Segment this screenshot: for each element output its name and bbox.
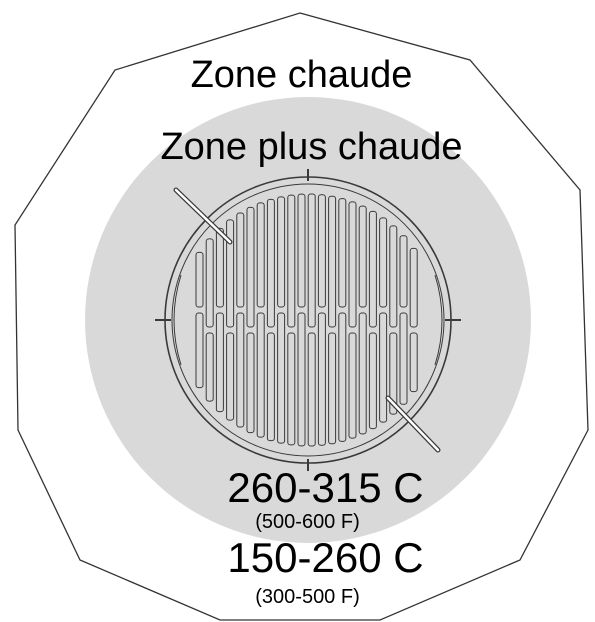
warm-zone-temp-fahrenheit: (300-500 F): [255, 586, 360, 608]
hot-zone-temp-celsius: 260-315 C: [227, 464, 424, 511]
hot-zone-temp-fahrenheit: (500-600 F): [255, 511, 360, 533]
grate-handle-icon: [173, 187, 441, 453]
grill-grate-icon: [155, 169, 461, 471]
warm-zone-label: Zone chaude: [190, 54, 413, 96]
hotter-zone-label: Zone plus chaude: [160, 126, 463, 168]
warm-zone-temp-celsius: 150-260 C: [227, 534, 424, 581]
